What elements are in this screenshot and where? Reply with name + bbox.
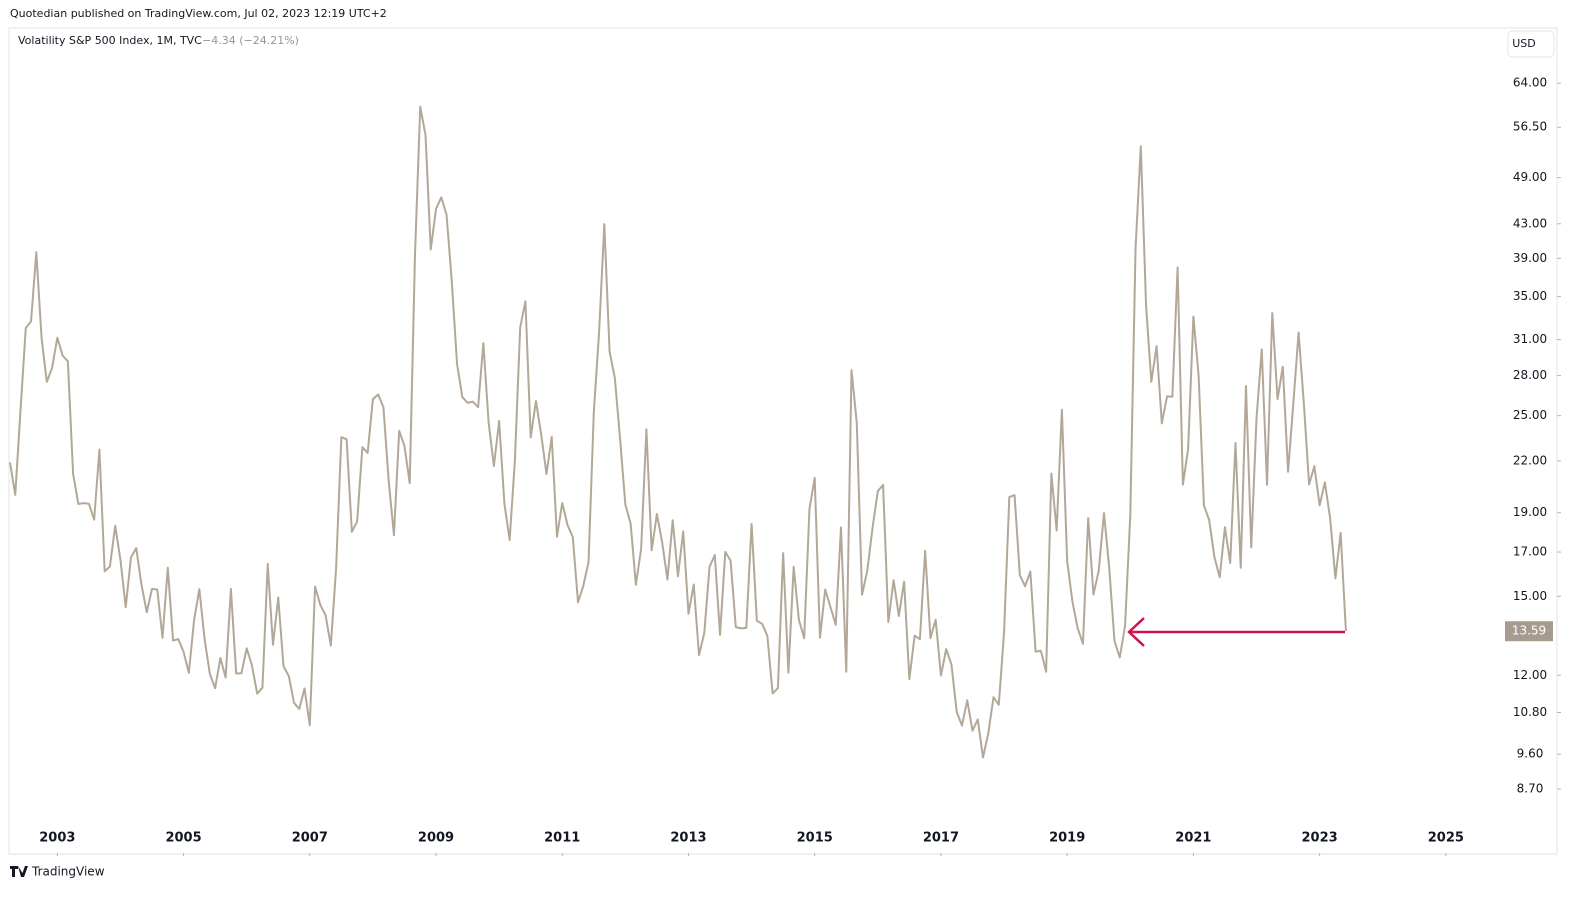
last-price-label: 13.59 xyxy=(1512,624,1546,638)
y-tick-label: 19.00 xyxy=(1513,505,1547,519)
x-tick-label: 2009 xyxy=(418,831,454,846)
annotation-arrow xyxy=(1127,617,1345,647)
frame xyxy=(8,27,1558,855)
legend-change: −4.34 (−24.21%) xyxy=(202,34,299,47)
x-tick-label: 2025 xyxy=(1428,831,1464,846)
x-tick-label: 2013 xyxy=(670,831,706,846)
publisher: Quotedian published on TradingView.com, … xyxy=(10,7,387,20)
price-line xyxy=(9,105,1347,759)
x-tick-label: 2011 xyxy=(544,831,580,846)
y-tick-label: 12.00 xyxy=(1513,668,1547,682)
x-tick-label: 2021 xyxy=(1175,831,1211,846)
x-tick-label: 2007 xyxy=(292,831,328,846)
x-tick-label: 2003 xyxy=(39,831,75,846)
x-tick-label: 2015 xyxy=(797,831,833,846)
x-tick-label: 2019 xyxy=(1049,831,1085,846)
y-tick-label: 9.60 xyxy=(1517,747,1544,761)
y-tick-label: 39.00 xyxy=(1513,251,1547,265)
y-tick-label: 8.70 xyxy=(1517,781,1544,795)
x-tick-label: 2017 xyxy=(923,831,959,846)
logo xyxy=(10,866,28,877)
y-tick-label: 10.80 xyxy=(1513,705,1547,719)
x-tick-label: 2023 xyxy=(1302,831,1338,846)
y-tick-label: 15.00 xyxy=(1513,589,1547,603)
x-tick-label: 2005 xyxy=(165,831,201,846)
last-price-box xyxy=(1505,621,1553,642)
currency-box[interactable] xyxy=(1507,30,1555,58)
y-tick-label: 31.00 xyxy=(1513,332,1547,346)
legend-title: Volatility S&P 500 Index, 1M, TVC xyxy=(18,34,202,47)
y-tick-label: 49.00 xyxy=(1513,170,1547,184)
y-tick-label: 22.00 xyxy=(1513,453,1547,467)
y-tick-label: 25.00 xyxy=(1513,408,1547,422)
footer-brand: TradingView xyxy=(31,865,105,879)
y-tick-label: 56.50 xyxy=(1513,120,1547,134)
y-tick-label: 28.00 xyxy=(1513,368,1547,382)
y-tick-label: 17.00 xyxy=(1513,545,1547,559)
y-tick-label: 35.00 xyxy=(1513,289,1547,303)
currency: USD xyxy=(1512,37,1536,50)
y-tick-label: 64.00 xyxy=(1513,76,1547,90)
y-tick-label: 43.00 xyxy=(1513,216,1547,230)
